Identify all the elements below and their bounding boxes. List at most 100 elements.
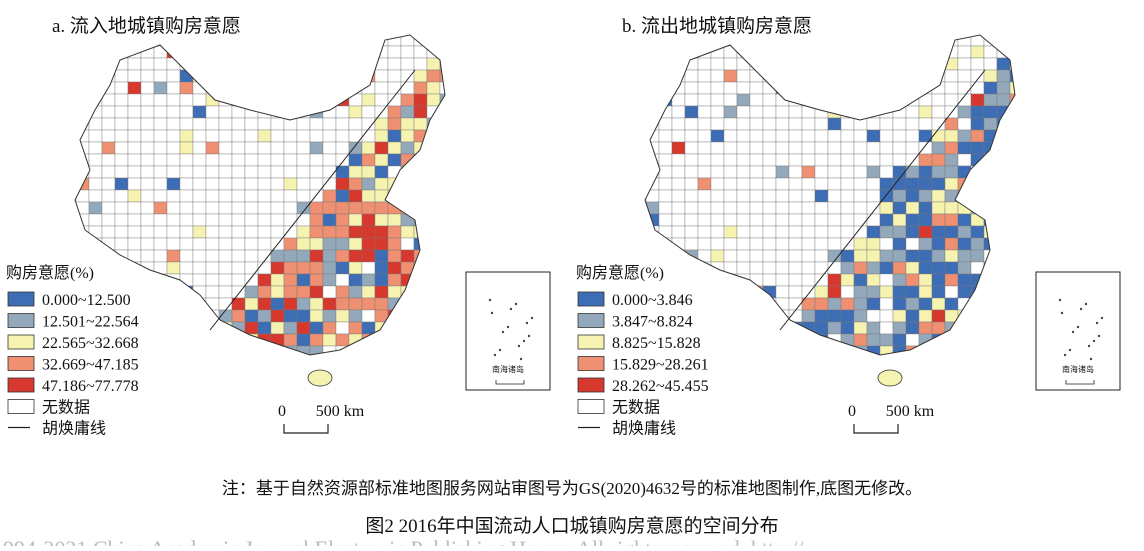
map-region [348, 105, 363, 119]
map-region [970, 225, 985, 239]
map-region [400, 249, 415, 263]
map-region [1023, 250, 1036, 262]
map-region [140, 69, 155, 83]
map-region [270, 297, 285, 311]
map-region [374, 153, 389, 167]
map-region [153, 129, 168, 143]
map-region [140, 141, 155, 155]
map-region [957, 153, 972, 167]
map-region [141, 358, 154, 370]
map-region [658, 129, 673, 143]
map-region [283, 273, 298, 287]
map-region [387, 81, 402, 95]
map-region [400, 105, 415, 119]
map-region [879, 129, 894, 143]
inset-island [488, 298, 492, 302]
map-region [723, 129, 738, 143]
map-region [775, 177, 790, 191]
map-region [88, 189, 103, 203]
map-region [374, 177, 389, 191]
map-region [231, 273, 246, 287]
map-region [957, 177, 972, 191]
watermark: 1994-2021 China Academic Journal Electro… [0, 536, 804, 546]
map-region [892, 153, 907, 167]
map-region [296, 153, 311, 167]
map-region [944, 81, 959, 95]
map-region [153, 57, 168, 71]
map-region [453, 226, 466, 238]
map-region [179, 201, 194, 215]
map-region [1009, 345, 1015, 355]
country-outline [644, 34, 1016, 356]
map-region [114, 153, 129, 167]
map-region [840, 201, 855, 215]
inset-island [530, 316, 534, 320]
map-region [840, 129, 855, 143]
map-region [697, 261, 712, 275]
map-region [400, 345, 415, 355]
map-region [309, 225, 324, 239]
map-region [88, 165, 103, 179]
map-region [231, 153, 246, 167]
map-region [749, 309, 764, 323]
map-region [153, 225, 168, 239]
map-region [439, 249, 445, 263]
map-region [892, 129, 907, 143]
map-region [413, 285, 428, 299]
map-region [801, 177, 816, 191]
map-region [283, 237, 298, 251]
map-region [931, 213, 946, 227]
map-region [749, 45, 764, 59]
map-region [736, 81, 751, 95]
map-region [736, 93, 751, 107]
map-region [166, 261, 181, 275]
map-region [918, 45, 933, 59]
map-region [814, 129, 829, 143]
map-region [970, 153, 985, 167]
map-region [853, 201, 868, 215]
map-region [918, 57, 933, 71]
map-region [918, 285, 933, 299]
map-region [840, 45, 855, 59]
map-region [387, 249, 402, 263]
map-region [244, 345, 259, 355]
map-region [840, 345, 855, 355]
map-region [374, 333, 389, 347]
map-region [453, 346, 466, 358]
map-region [814, 165, 829, 179]
map-region [361, 189, 376, 203]
map-region [775, 57, 790, 71]
map-region [127, 153, 142, 167]
map-region [348, 201, 363, 215]
map-region [905, 333, 920, 347]
map-region [426, 297, 441, 311]
map-region [349, 358, 362, 370]
map-region [166, 153, 181, 167]
map-region [192, 165, 207, 179]
map-region [335, 285, 350, 299]
map-region [439, 285, 445, 299]
map-region [153, 153, 168, 167]
map-region [788, 249, 803, 263]
map-region [828, 358, 841, 370]
map-region [866, 285, 881, 299]
map-region [762, 237, 777, 251]
map-region [453, 46, 466, 58]
map-region [309, 117, 324, 131]
map-region [853, 297, 868, 311]
map-region [374, 213, 389, 227]
map-region [348, 177, 363, 191]
map-region [166, 285, 181, 299]
map-region [775, 225, 790, 239]
map-region [931, 345, 946, 355]
map-region [426, 213, 441, 227]
map-region [179, 249, 194, 263]
map-region [387, 273, 402, 287]
map-region [918, 261, 933, 275]
map-region [918, 153, 933, 167]
map-region [257, 45, 272, 59]
map-region [140, 297, 155, 311]
map-region [801, 261, 816, 275]
map-region [166, 321, 181, 335]
